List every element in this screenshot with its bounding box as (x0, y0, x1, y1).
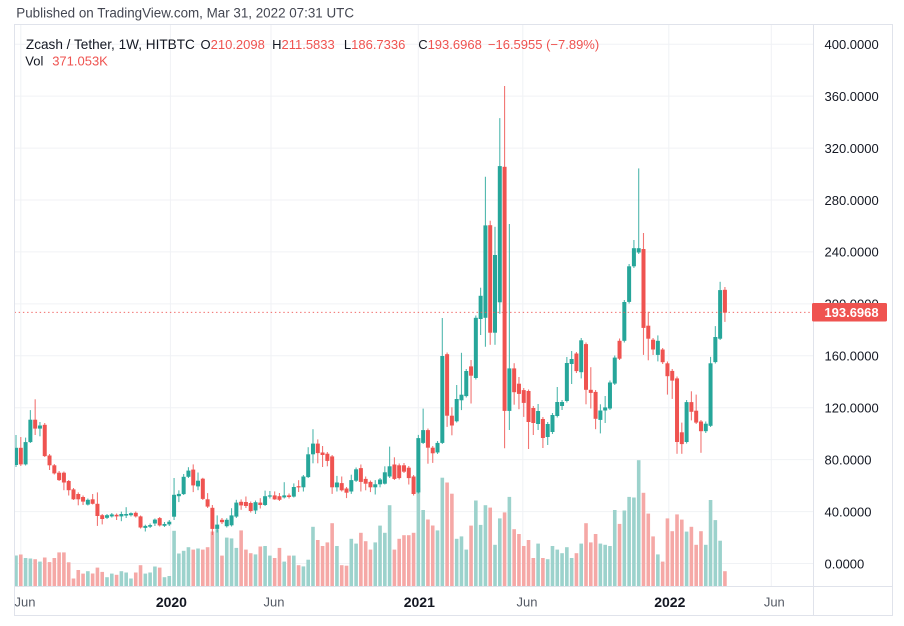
svg-text:2020: 2020 (156, 594, 187, 610)
svg-text:L186.7336: L186.7336 (344, 37, 405, 52)
svg-text:2022: 2022 (654, 594, 685, 610)
svg-text:H211.5833: H211.5833 (272, 37, 335, 52)
svg-text:Vol: Vol (25, 54, 43, 69)
svg-text:371.053K: 371.053K (52, 54, 108, 69)
svg-text:Zcash / Tether, 1W, HITBTC: Zcash / Tether, 1W, HITBTC (26, 37, 195, 52)
svg-text:2021: 2021 (404, 594, 435, 610)
svg-text:Jun: Jun (764, 595, 785, 610)
svg-text:C193.6968: C193.6968 (418, 37, 482, 52)
svg-text:240.0000: 240.0000 (825, 245, 879, 260)
svg-text:Published on TradingView.com,: Published on TradingView.com, Mar 31, 20… (16, 5, 354, 20)
svg-text:40.0000: 40.0000 (825, 504, 872, 519)
svg-text:Jun: Jun (264, 595, 285, 610)
svg-text:0.0000: 0.0000 (825, 556, 865, 571)
svg-text:120.0000: 120.0000 (825, 401, 879, 416)
svg-text:160.0000: 160.0000 (825, 349, 879, 364)
svg-text:80.0000: 80.0000 (825, 452, 872, 467)
svg-text:400.0000: 400.0000 (825, 37, 879, 52)
svg-text:O210.2098: O210.2098 (201, 37, 265, 52)
svg-text:360.0000: 360.0000 (825, 89, 879, 104)
svg-text:320.0000: 320.0000 (825, 141, 879, 156)
svg-text:Jun: Jun (517, 595, 538, 610)
svg-text:193.6968: 193.6968 (824, 305, 878, 320)
svg-text:−16.5955 (−7.89%): −16.5955 (−7.89%) (488, 37, 599, 52)
svg-text:Jun: Jun (15, 595, 36, 610)
svg-text:280.0000: 280.0000 (825, 193, 879, 208)
